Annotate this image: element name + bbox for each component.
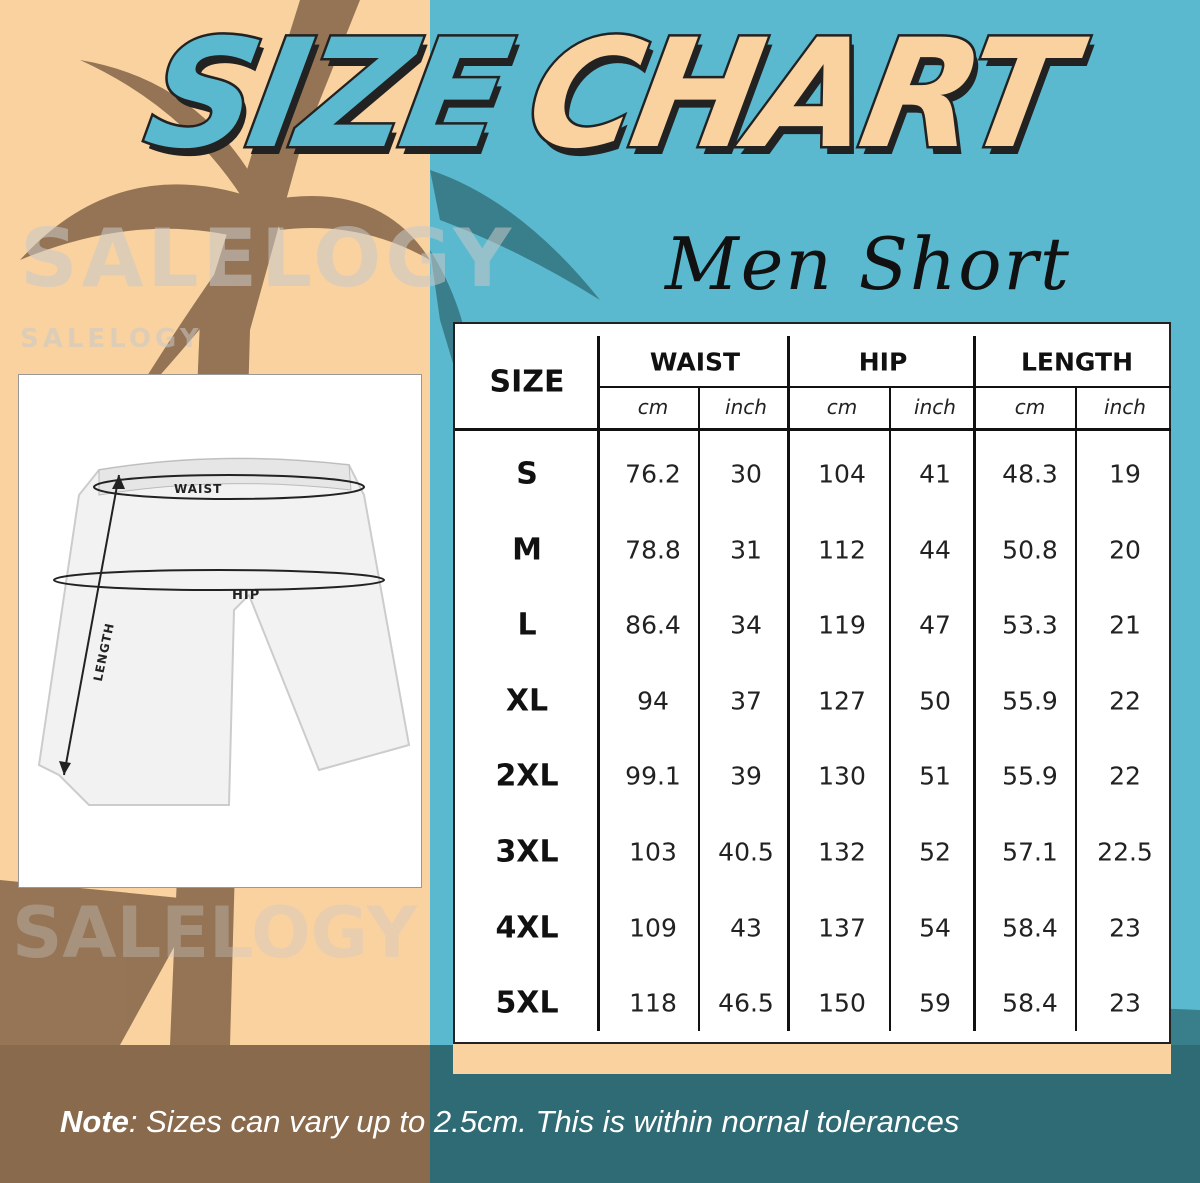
measurement-cell: 44 xyxy=(919,535,951,565)
measurement-cell: 59 xyxy=(919,988,951,1018)
watermark: SALELOGY xyxy=(20,212,516,305)
table-rule xyxy=(455,428,1171,431)
measurement-cell: 86.4 xyxy=(625,610,681,640)
table-rule xyxy=(787,336,790,1031)
note-text: : Sizes can vary up to 2.5cm. This is wi… xyxy=(128,1104,960,1139)
shorts-diagram: WAIST HIP LENGTH xyxy=(18,374,422,888)
table-rule xyxy=(973,336,976,1031)
measurement-cell: 50.8 xyxy=(1002,535,1058,565)
measurement-cell: 22.5 xyxy=(1097,837,1153,867)
hip-label: HIP xyxy=(232,588,261,603)
unit-header: inch xyxy=(725,395,767,419)
size-cell: 2XL xyxy=(495,758,559,794)
measurement-cell: 22 xyxy=(1109,761,1141,791)
size-cell: XL xyxy=(505,683,549,719)
measurement-cell: 52 xyxy=(919,837,951,867)
table-rule xyxy=(1075,388,1077,1031)
column-group-header: LENGTH xyxy=(1021,347,1133,377)
watermark: SALELOGY xyxy=(12,892,418,974)
table-rule xyxy=(889,388,891,1031)
title-chart: CHART xyxy=(513,6,1081,185)
measurement-cell: 54 xyxy=(919,913,951,943)
size-cell: 5XL xyxy=(495,985,559,1021)
measurement-cell: 46.5 xyxy=(718,988,774,1018)
measurement-cell: 20 xyxy=(1109,535,1141,565)
measurement-cell: 76.2 xyxy=(625,459,681,489)
size-cell: L xyxy=(517,607,537,643)
note: Note: Sizes can vary up to 2.5cm. This i… xyxy=(60,1104,959,1140)
measurement-cell: 109 xyxy=(629,913,677,943)
measurement-cell: 30 xyxy=(730,459,762,489)
measurement-cell: 132 xyxy=(818,837,866,867)
measurement-cell: 55.9 xyxy=(1002,686,1058,716)
measurement-cell: 50 xyxy=(919,686,951,716)
measurement-cell: 39 xyxy=(730,761,762,791)
measurement-cell: 104 xyxy=(818,459,866,489)
measurement-cell: 34 xyxy=(730,610,762,640)
measurement-cell: 57.1 xyxy=(1002,837,1058,867)
measurement-cell: 47 xyxy=(919,610,951,640)
note-label: Note xyxy=(60,1104,129,1139)
measurement-cell: 43 xyxy=(730,913,762,943)
unit-header: inch xyxy=(914,395,956,419)
subtitle: Men Short xyxy=(665,222,1071,306)
measurement-cell: 99.1 xyxy=(625,761,681,791)
measurement-cell: 31 xyxy=(730,535,762,565)
page-title: SIZECHART xyxy=(132,6,1082,185)
column-group-header: WAIST xyxy=(649,347,741,377)
measurement-cell: 48.3 xyxy=(1002,459,1058,489)
table-rule xyxy=(698,388,700,1031)
measurement-cell: 58.4 xyxy=(1002,913,1058,943)
measurement-cell: 119 xyxy=(818,610,866,640)
size-table: SIZE WAIST HIP LENGTH cm inch cm inch cm inch S 76.… xyxy=(453,322,1171,1044)
measurement-cell: 37 xyxy=(730,686,762,716)
measurement-cell: 21 xyxy=(1109,610,1141,640)
measurement-cell: 19 xyxy=(1109,459,1141,489)
measurement-cell: 22 xyxy=(1109,686,1141,716)
measurement-cell: 40.5 xyxy=(718,837,774,867)
measurement-cell: 137 xyxy=(818,913,866,943)
unit-header: inch xyxy=(1104,395,1146,419)
size-cell: 4XL xyxy=(495,910,559,946)
unit-header: cm xyxy=(637,395,669,419)
watermark: SALELOGY xyxy=(20,324,203,354)
measurement-cell: 127 xyxy=(818,686,866,716)
column-group-header: HIP xyxy=(858,347,908,377)
measurement-cell: 51 xyxy=(919,761,951,791)
unit-header: cm xyxy=(826,395,858,419)
measurement-cell: 53.3 xyxy=(1002,610,1058,640)
brown-ground xyxy=(0,1045,430,1183)
shorts-illustration-icon xyxy=(37,457,411,806)
measurement-cell: 23 xyxy=(1109,988,1141,1018)
measurement-cell: 23 xyxy=(1109,913,1141,943)
table-rule xyxy=(597,386,1171,388)
measurement-cell: 112 xyxy=(818,535,866,565)
table-footer-strip xyxy=(453,1044,1171,1074)
measurement-cell: 55.9 xyxy=(1002,761,1058,791)
size-header: SIZE xyxy=(489,364,565,400)
measurement-cell: 78.8 xyxy=(625,535,681,565)
measurement-cell: 58.4 xyxy=(1002,988,1058,1018)
measurement-cell: 150 xyxy=(818,988,866,1018)
measurement-cell: 103 xyxy=(629,837,677,867)
size-cell: S xyxy=(516,456,538,492)
measurement-cell: 118 xyxy=(629,988,677,1018)
measurement-cell: 94 xyxy=(637,686,669,716)
size-cell: M xyxy=(512,532,542,568)
title-size: SIZE xyxy=(132,6,519,185)
size-cell: 3XL xyxy=(495,834,559,870)
unit-header: cm xyxy=(1014,395,1046,419)
measurement-cell: 130 xyxy=(818,761,866,791)
measurement-cell: 41 xyxy=(919,459,951,489)
waist-label: WAIST xyxy=(174,482,223,496)
table-rule xyxy=(597,336,600,1031)
